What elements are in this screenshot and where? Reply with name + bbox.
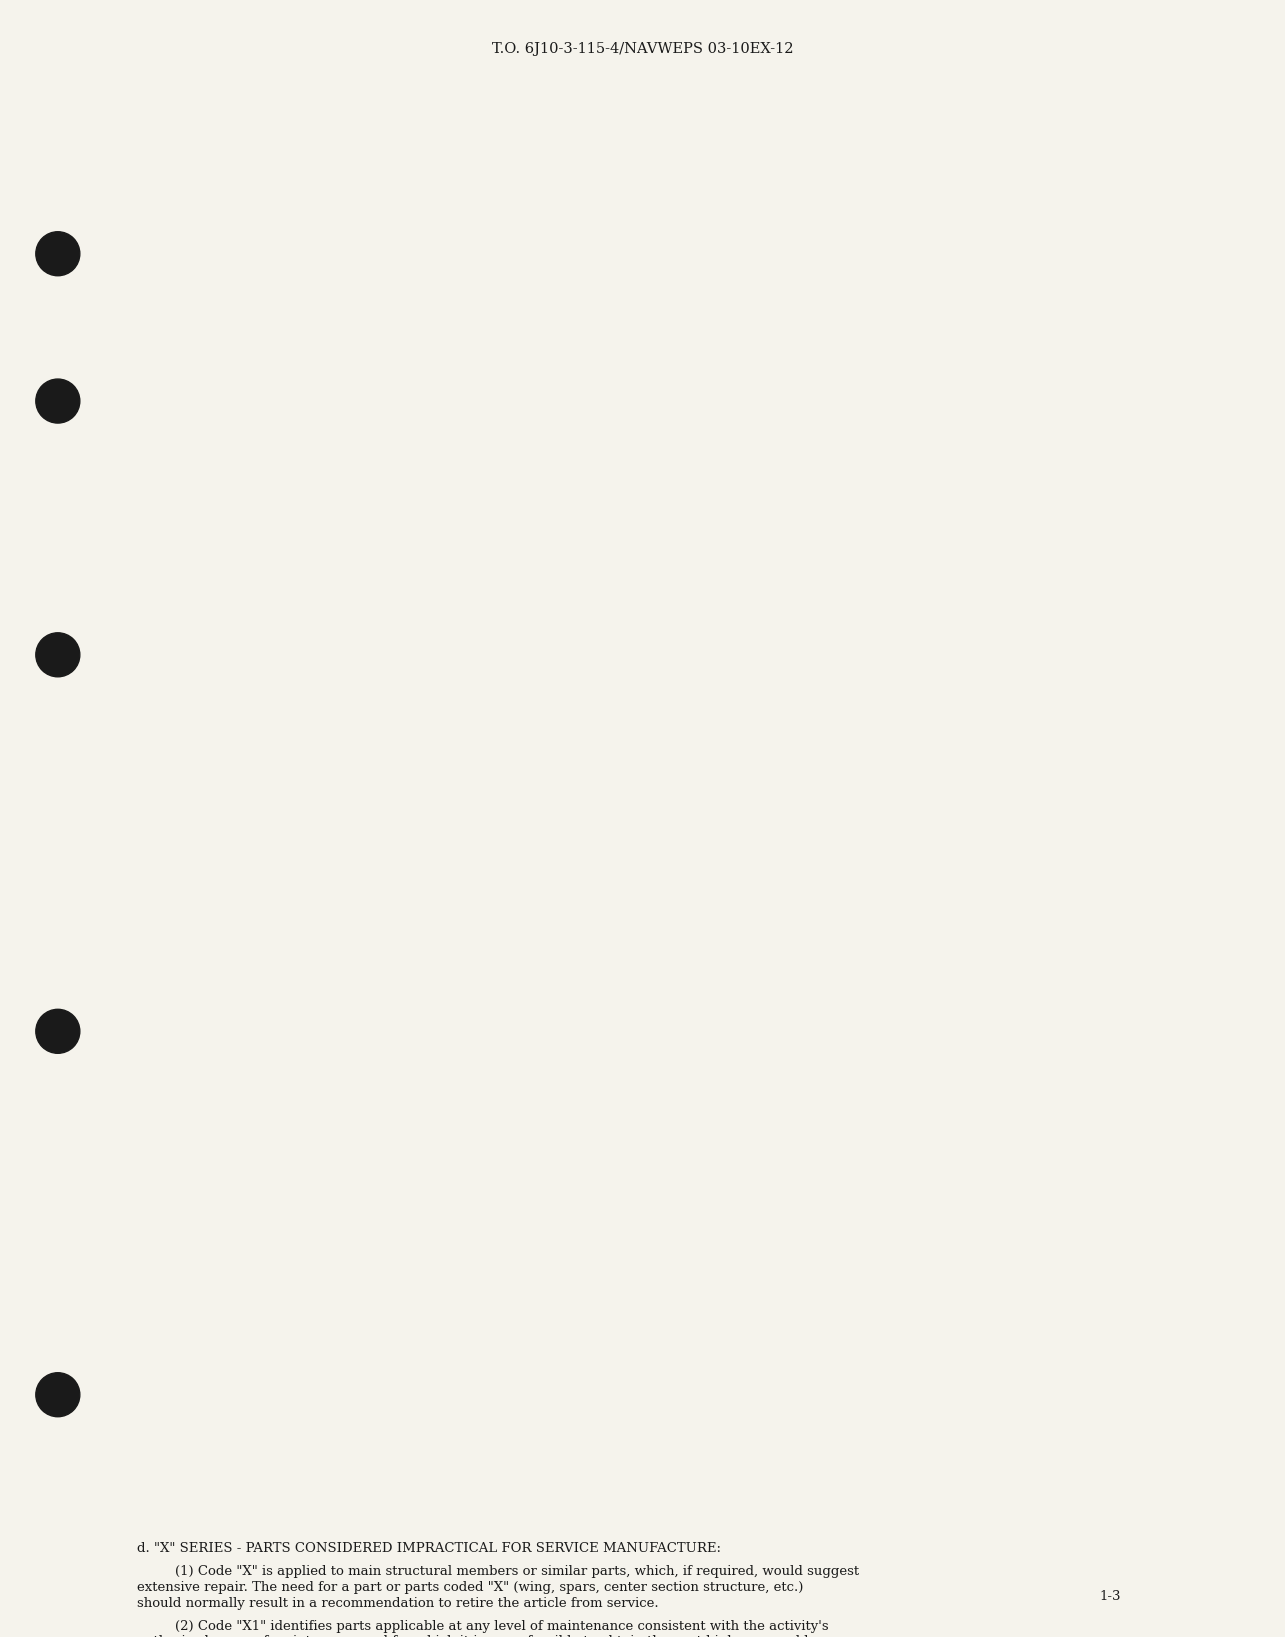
Text: (2) Code "X1" identifies parts applicable at any level of maintenance consistent: (2) Code "X1" identifies parts applicabl… xyxy=(175,1621,829,1634)
Circle shape xyxy=(36,232,80,275)
Text: T.O. 6J10-3-115-4/NAVWEPS 03-10EX-12: T.O. 6J10-3-115-4/NAVWEPS 03-10EX-12 xyxy=(492,43,793,56)
Circle shape xyxy=(36,634,80,676)
Text: 1-3: 1-3 xyxy=(1099,1590,1121,1603)
Text: should normally result in a recommendation to retire the article from service.: should normally result in a recommendati… xyxy=(137,1596,659,1609)
Text: (1) Code "X" is applied to main structural members or similar parts, which, if r: (1) Code "X" is applied to main structur… xyxy=(175,1565,860,1578)
Circle shape xyxy=(36,1010,80,1053)
Text: extensive repair. The need for a part or parts coded "X" (wing, spars, center se: extensive repair. The need for a part or… xyxy=(137,1581,803,1594)
Text: d. "X" SERIES - PARTS CONSIDERED IMPRACTICAL FOR SERVICE MANUFACTURE:: d. "X" SERIES - PARTS CONSIDERED IMPRACT… xyxy=(137,1542,721,1555)
Circle shape xyxy=(36,380,80,422)
Circle shape xyxy=(36,1373,80,1416)
